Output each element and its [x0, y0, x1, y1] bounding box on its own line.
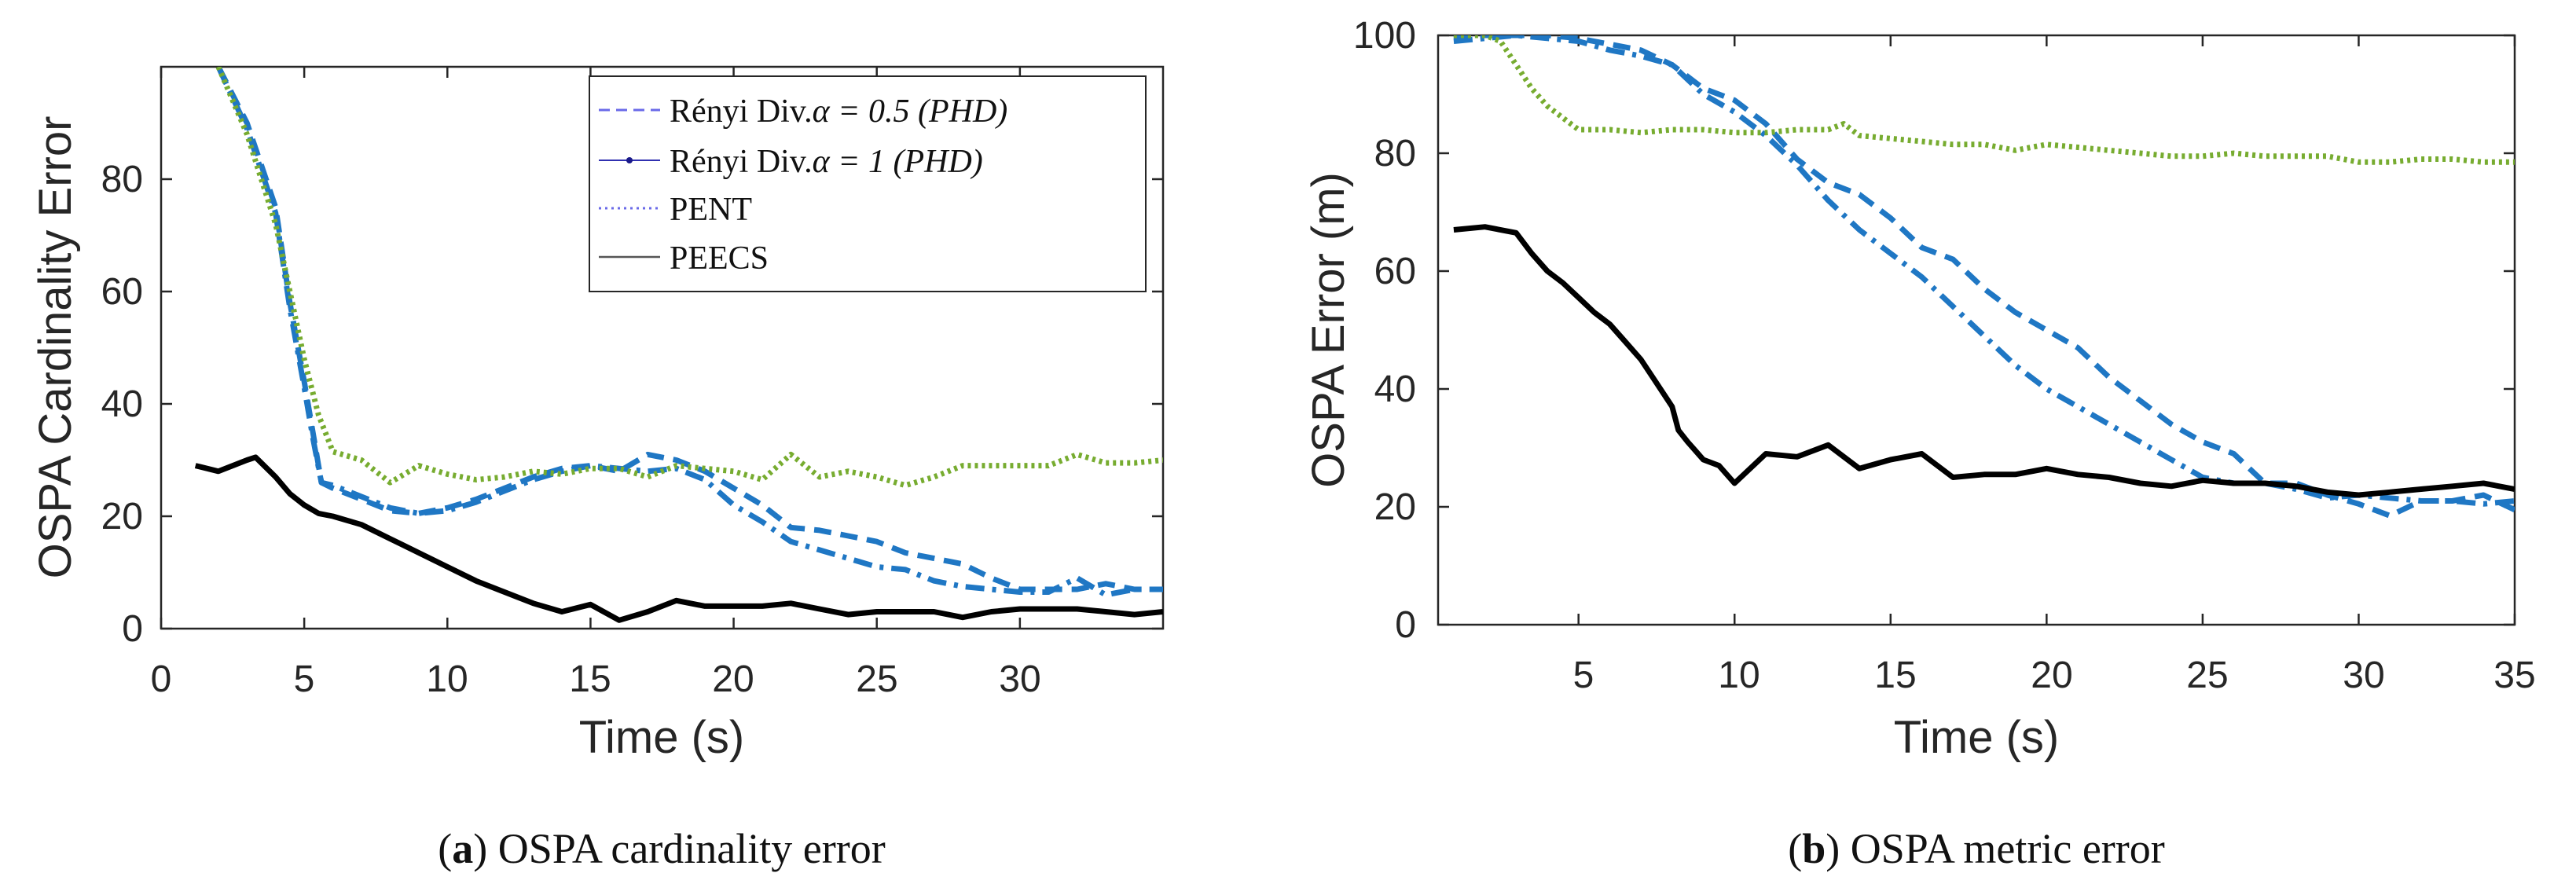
panel-b-y-ticks: 0 20 40 60 80 100	[1353, 15, 1416, 646]
panel-b-xtick: 15	[1874, 655, 1916, 696]
panel-a-y-ticks: 0 20 40 60 80	[101, 159, 143, 650]
panel-b-ytick: 100	[1353, 15, 1416, 57]
legend-entry-renyi-1: Rényi Div.α = 1 (PHD)	[599, 144, 983, 180]
legend-entry-pent: PENT	[599, 192, 752, 228]
caption-text: OSPA cardinality error	[487, 825, 885, 872]
legend-label-text: Rényi Div.	[670, 94, 813, 130]
series-line-pent	[1453, 35, 2515, 165]
series-line-peecs	[194, 454, 1163, 623]
panel-b-caption: (b) OSPA metric error	[1788, 825, 2164, 872]
legend-label-pent: PENT	[670, 192, 752, 228]
panel-a-ytick: 0	[122, 608, 143, 650]
panel-b-y-axis-label: OSPA Error (m)	[1303, 172, 1354, 488]
legend-entry-peecs: PEECS	[599, 240, 769, 277]
series-line-renyi1	[215, 67, 1163, 598]
caption-open: (	[438, 825, 452, 872]
panel-b-xtick: 30	[2343, 655, 2384, 696]
series-line-peecs	[1453, 224, 2515, 498]
panel-a-ytick: 80	[101, 159, 143, 200]
legend-label-math: α = 0.5 (PHD)	[813, 94, 1008, 130]
panel-b-series	[1453, 35, 2515, 519]
panel-a-y-axis-label: OSPA Cardinality Error	[30, 116, 81, 579]
panel-b-ytick: 80	[1374, 133, 1416, 174]
panel-b-x-axis-label: Time (s)	[1894, 712, 2059, 763]
panel-a-series	[194, 67, 1163, 623]
panel-a-xtick: 5	[294, 658, 315, 700]
panel-a-xtick: 15	[569, 658, 611, 700]
panel-a-tick-marks	[160, 67, 1163, 630]
legend-label-renyi-05: Rényi Div.α = 0.5 (PHD)	[670, 94, 1007, 130]
panel-a-xtick: 20	[712, 658, 754, 700]
legend-label-text: Rényi Div.	[670, 144, 813, 180]
panel-b-xtick: 5	[1573, 655, 1594, 696]
legend-label-math: α = 1 (PHD)	[813, 144, 983, 180]
panel-b-ytick: 20	[1374, 486, 1416, 528]
panel-a-xtick: 10	[426, 658, 468, 700]
panel-b-tick-marks	[1438, 34, 2516, 626]
caption-letter: a	[452, 825, 473, 872]
panel-a-xtick: 30	[999, 658, 1040, 700]
panel-a-xtick: 0	[151, 658, 172, 700]
legend-marker-renyi-1	[626, 157, 633, 163]
legend-entry-renyi-05: Rényi Div.α = 0.5 (PHD)	[599, 94, 1007, 130]
caption-text: OSPA metric error	[1840, 825, 2164, 872]
panel-a-x-axis-label: Time (s)	[579, 712, 744, 763]
panel-a-ytick: 60	[101, 271, 143, 313]
caption-close: )	[1826, 825, 1840, 872]
panel-b-ytick: 40	[1374, 369, 1416, 410]
panel-a-chart: 0 20 40 60 80 0 5 10 15 20 25 30 Time (s…	[30, 65, 1165, 872]
panel-b-ytick: 0	[1395, 604, 1416, 646]
panel-a-caption: (a) OSPA cardinality error	[438, 825, 885, 872]
panel-b-xtick: 25	[2186, 655, 2228, 696]
panel-a-xtick: 25	[856, 658, 897, 700]
panel-b-xtick: 35	[2493, 655, 2535, 696]
caption-close: )	[473, 825, 487, 872]
panel-b-ytick: 60	[1374, 251, 1416, 292]
legend-box	[589, 75, 1147, 292]
caption-letter: b	[1802, 825, 1826, 872]
panel-a-ytick: 40	[101, 383, 143, 425]
panel-a-ytick: 20	[101, 496, 143, 537]
series-line-pent	[215, 67, 1163, 489]
legend-label-renyi-1: Rényi Div.α = 1 (PHD)	[670, 144, 983, 180]
caption-open: (	[1788, 825, 1802, 872]
panel-a-legend: Rényi Div.α = 0.5 (PHD) Rényi Div.α = 1 …	[589, 75, 1147, 292]
legend-label-peecs: PEECS	[670, 240, 769, 277]
panel-b-xtick: 20	[2031, 655, 2072, 696]
panel-a-x-ticks: 0 5 10 15 20 25 30	[151, 658, 1041, 700]
series-line-renyi05	[1453, 35, 2515, 519]
panel-b-chart: 0 20 40 60 80 100 5 10 15 20 25 30 35 Ti…	[1303, 15, 2536, 872]
panel-b-x-ticks: 5 10 15 20 25 30 35	[1573, 655, 2536, 696]
panel-b-xtick: 10	[1718, 655, 1760, 696]
